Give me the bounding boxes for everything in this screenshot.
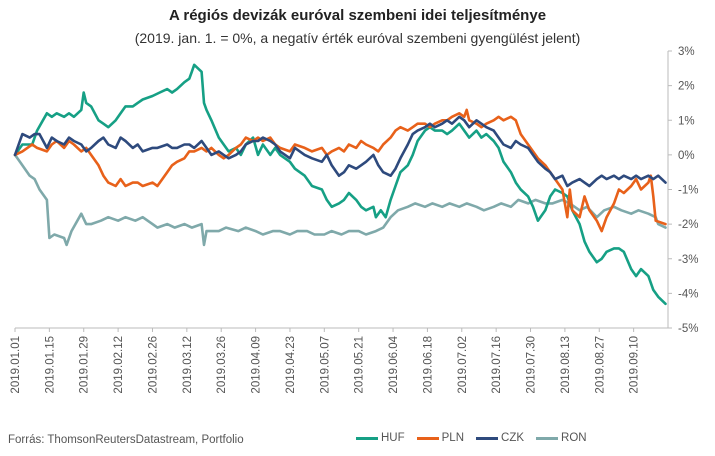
x-tick-label: 2019.02.12 — [113, 336, 125, 394]
legend-label: CZK — [501, 432, 525, 444]
x-tick-label: 2019.01.29 — [79, 336, 91, 394]
x-tick-label: 2019.08.27 — [594, 336, 606, 394]
chart-subtitle: (2019. jan. 1. = 0%, a negatív érték eur… — [134, 30, 581, 46]
legend-item-czk: CZK — [476, 432, 524, 444]
legend-item-pln: PLN — [416, 432, 465, 444]
y-axis: 3% 2% 1% 0% -1% -2% -3% -4% -5% — [667, 46, 698, 335]
legend-swatch — [476, 436, 499, 440]
legend-label: HUF — [381, 432, 405, 444]
y-tick-label: -5% — [678, 323, 698, 335]
series-line-ron — [13, 153, 667, 247]
y-tick-label: -1% — [678, 185, 698, 197]
legend: HUF PLN CZK RON — [356, 432, 599, 444]
legend-swatch — [356, 436, 378, 440]
x-tick-label: 2019.08.13 — [560, 336, 572, 394]
x-tick-label: 2019.07.30 — [526, 336, 538, 394]
x-tick-label: 2019.04.09 — [251, 336, 263, 394]
x-axis: 2019.01.01 2019.01.15 2019.01.29 2019.02.12… — [10, 327, 668, 394]
legend-item-huf: HUF — [356, 432, 405, 444]
series-layer — [13, 63, 667, 306]
x-tick-label: 2019.04.23 — [285, 336, 297, 394]
series-line-pln — [13, 108, 667, 233]
x-tick-label: 2019.01.01 — [10, 336, 22, 394]
x-tick-label: 2019.01.15 — [44, 336, 56, 394]
y-tick-label: -3% — [678, 254, 698, 266]
legend-item-ron: RON — [536, 432, 587, 444]
x-tick-label: 2019.09.10 — [629, 336, 641, 394]
legend-swatch — [416, 436, 439, 440]
source-note: Forrás: ThomsonReutersDatastream, Portfo… — [8, 434, 244, 446]
legend-label: RON — [561, 432, 587, 444]
x-tick-label: 2019.06.18 — [422, 336, 434, 394]
x-tick-label: 2019.05.21 — [354, 336, 366, 394]
legend-label: PLN — [441, 432, 465, 444]
chart-title: A régiós devizák euróval szembeni idei t… — [168, 7, 547, 24]
x-tick-label: 2019.03.26 — [216, 336, 228, 394]
y-tick-label: 2% — [678, 81, 695, 93]
y-tick-label: -2% — [678, 219, 698, 231]
legend-swatch — [536, 436, 559, 440]
series-line-czk — [13, 115, 667, 188]
x-tick-label: 2019.02.26 — [147, 336, 159, 394]
x-tick-label: 2019.05.07 — [319, 336, 331, 394]
y-tick-label: 1% — [678, 115, 695, 127]
y-tick-label: -4% — [678, 288, 698, 300]
x-tick-label: 2019.03.12 — [182, 336, 194, 394]
y-tick-label: 0% — [678, 150, 695, 162]
x-tick-label: 2019.07.02 — [457, 336, 469, 394]
x-tick-label: 2019.06.04 — [388, 335, 400, 393]
x-tick-label: 2019.07.16 — [491, 336, 503, 394]
y-tick-label: 3% — [678, 46, 695, 58]
series-line-huf — [13, 63, 667, 306]
